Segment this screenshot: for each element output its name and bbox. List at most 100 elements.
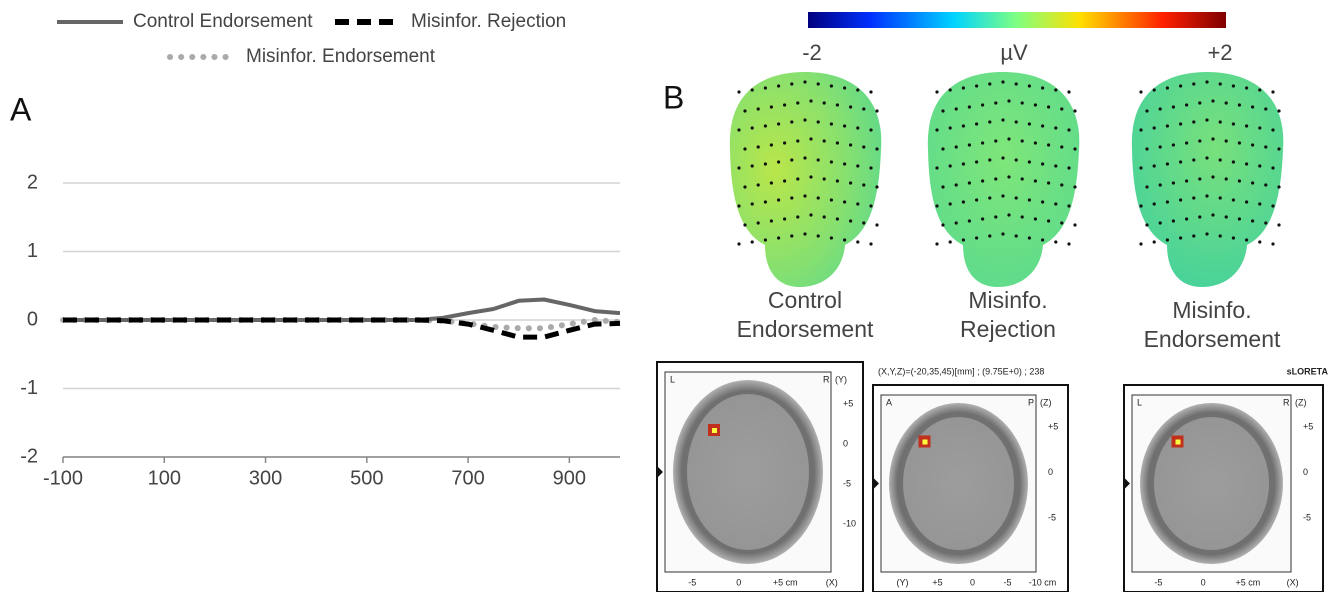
electrode bbox=[817, 196, 820, 199]
electrode bbox=[1198, 101, 1201, 104]
slice-bottom-tick: -5 bbox=[1154, 577, 1162, 587]
electrode bbox=[1007, 137, 1010, 140]
electrode bbox=[843, 238, 846, 241]
head bbox=[928, 72, 1079, 287]
electrode bbox=[823, 139, 826, 142]
slice-bottom-tick: 0 bbox=[736, 577, 741, 587]
electrode bbox=[1067, 90, 1070, 93]
page: -2-1012-100100300500700900Control Endors… bbox=[0, 0, 1336, 592]
electrode bbox=[869, 166, 872, 169]
electrode bbox=[830, 198, 833, 201]
electrode bbox=[803, 232, 806, 235]
electrode bbox=[1271, 166, 1274, 169]
electrode bbox=[1054, 126, 1057, 129]
electrode bbox=[1205, 80, 1208, 83]
electrode bbox=[1245, 124, 1248, 127]
electrode bbox=[1028, 160, 1031, 163]
electrode bbox=[836, 179, 839, 182]
slice-side-tick: -5 bbox=[1048, 513, 1056, 523]
electrode bbox=[737, 90, 740, 93]
electrode bbox=[862, 183, 865, 186]
electrode bbox=[994, 215, 997, 218]
electrode bbox=[1153, 164, 1156, 167]
electrode bbox=[1001, 118, 1004, 121]
slice-bottom-tick: (X) bbox=[826, 577, 838, 587]
electrode bbox=[1232, 84, 1235, 87]
electrode bbox=[1015, 196, 1018, 199]
electrode bbox=[849, 181, 852, 184]
electrode bbox=[1245, 162, 1248, 165]
electrode bbox=[1021, 139, 1024, 142]
electrode bbox=[1015, 234, 1018, 237]
electrode bbox=[856, 240, 859, 243]
x-tick-label: -100 bbox=[43, 467, 83, 489]
electrode bbox=[1179, 84, 1182, 87]
electrode bbox=[1225, 215, 1228, 218]
activation-peak bbox=[1176, 440, 1181, 445]
electrode bbox=[1015, 158, 1018, 161]
electrode bbox=[1211, 213, 1214, 216]
electrode bbox=[962, 124, 965, 127]
legend-label: Control Endorsement bbox=[133, 11, 313, 32]
electrode bbox=[1238, 217, 1241, 220]
electrode bbox=[1028, 84, 1031, 87]
head bbox=[730, 72, 881, 287]
panel-b: -2 µV +2 (X,Y,Z)=(-20,35,45)[mm] ; (9.75… bbox=[657, 12, 1328, 592]
electrode bbox=[935, 90, 938, 93]
electrode bbox=[1166, 200, 1169, 203]
electrode bbox=[875, 109, 878, 112]
topomap-label: Endorsement bbox=[1144, 326, 1281, 352]
electrode bbox=[737, 242, 740, 245]
electrode bbox=[1192, 82, 1195, 85]
electrode bbox=[1067, 128, 1070, 131]
x-tick-label: 700 bbox=[451, 467, 484, 489]
electrode bbox=[1145, 147, 1148, 150]
electrode bbox=[1185, 103, 1188, 106]
electrode bbox=[1060, 221, 1063, 224]
electrode bbox=[817, 158, 820, 161]
electrode bbox=[941, 109, 944, 112]
slice-side-tick: -10 bbox=[843, 518, 856, 528]
electrode bbox=[1211, 99, 1214, 102]
electrode bbox=[1219, 82, 1222, 85]
electrode bbox=[796, 139, 799, 142]
electrode bbox=[1192, 234, 1195, 237]
electrode bbox=[796, 101, 799, 104]
electrode bbox=[790, 158, 793, 161]
electrode bbox=[981, 141, 984, 144]
electrode bbox=[743, 147, 746, 150]
electrode bbox=[962, 86, 965, 89]
electrode bbox=[856, 126, 859, 129]
electrode bbox=[1159, 183, 1162, 186]
electrode bbox=[823, 177, 826, 180]
electrode bbox=[830, 236, 833, 239]
electrode bbox=[764, 162, 767, 165]
electrode bbox=[1251, 219, 1254, 222]
electrode bbox=[975, 84, 978, 87]
electrode bbox=[1041, 124, 1044, 127]
electrode bbox=[1277, 223, 1280, 226]
electrode bbox=[1047, 219, 1050, 222]
slice-bottom-tick: (Y) bbox=[897, 577, 909, 587]
electrode bbox=[856, 202, 859, 205]
electrode bbox=[1264, 183, 1267, 186]
slice-bottom-tick: +5 bbox=[932, 577, 942, 587]
electrode bbox=[1028, 198, 1031, 201]
electrode bbox=[1041, 200, 1044, 203]
electrode bbox=[1271, 90, 1274, 93]
electrode bbox=[1054, 202, 1057, 205]
colorbar bbox=[808, 12, 1226, 28]
electrode bbox=[849, 219, 852, 222]
electrode bbox=[875, 185, 878, 188]
electrode bbox=[777, 198, 780, 201]
electrode bbox=[1192, 158, 1195, 161]
slice-side-tick: +5 bbox=[843, 398, 853, 408]
electrode bbox=[843, 124, 846, 127]
electrode bbox=[817, 120, 820, 123]
electrode bbox=[1015, 120, 1018, 123]
electrode bbox=[1054, 88, 1057, 91]
slice-bottom-tick: 0 bbox=[970, 577, 975, 587]
electrode bbox=[1054, 164, 1057, 167]
electrode bbox=[1041, 162, 1044, 165]
slice-bottom-tick: +5 cm bbox=[1235, 577, 1260, 587]
